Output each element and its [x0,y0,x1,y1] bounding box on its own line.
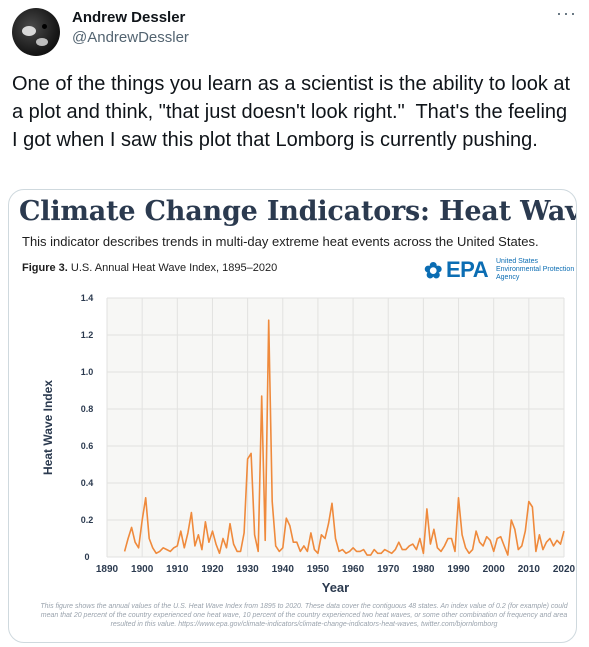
epa-logo: ✿ EPA United States Environmental Protec… [424,256,574,284]
grid-lines [106,297,565,558]
tweet-image[interactable]: Climate Change Indicators: Heat Waves Th… [8,189,577,643]
avatar-dog-muzzle [36,38,48,46]
infographic-title: Climate Change Indicators: Heat Waves [19,196,577,227]
x-tick-labels: 1890 1900 1910 1920 1930 1940 1950 1960 1970 1980… [96,564,576,575]
tweet-text: One of the things you learn as a scienti… [12,73,576,151]
y-tick-label: 0.6 [81,441,94,451]
x-tick-label: 1970 [377,564,400,575]
figure-footnote: This figure shows the annual values of t… [40,603,568,628]
y-tick-label: 1.2 [81,330,94,340]
y-tick-label: 0.8 [81,404,94,414]
y-tick-labels: 0 0.2 0.4 0.6 0.8 1.0 1.2 1.4 [81,293,94,562]
figure-number: Figure 3. [22,262,68,274]
x-tick-label: 1890 [96,564,119,575]
avatar-dog-eye [42,24,47,29]
y-tick-label: 1.4 [81,293,94,303]
x-tick-label: 1900 [131,564,154,575]
y-tick-label: 0.2 [81,515,94,525]
x-tick-label: 1960 [342,564,365,575]
y-tick-label: 0 [84,552,89,562]
avatar[interactable] [12,8,60,56]
x-tick-label: 2020 [553,564,576,575]
y-tick-label: 1.0 [81,367,94,377]
plot-area [107,298,564,557]
y-axis-label: Heat Wave Index [41,380,55,475]
author-handle[interactable]: @AndrewDessler [72,29,189,46]
x-tick-label: 1990 [447,564,470,575]
heat-wave-chart: 00.20.40.60.81.01.21.4 1890 1900 1910 1920 1… [41,293,576,595]
epa-agency-name: United States Environmental Protection A… [496,258,575,281]
infographic-subtitle: This indicator describes trends in multi… [22,234,539,249]
heat-wave-index-line [123,319,565,556]
figure-caption: U.S. Annual Heat Wave Index, 1895–2020 [70,262,278,274]
x-tick-label: 1910 [166,564,189,575]
avatar-dog-fur [22,26,36,36]
epa-flower-icon: ✿ [424,258,443,283]
more-options-icon[interactable]: ··· [556,3,577,23]
x-tick-label: 1920 [201,564,224,575]
epa-wordmark: EPA [446,257,489,282]
figure-label: Figure 3. U.S. Annual Heat Wave Index, 1… [22,262,277,274]
x-tick-label: 2000 [483,564,506,575]
x-tick-label: 1940 [272,564,295,575]
x-tick-label: 1980 [412,564,435,575]
x-axis-label: Year [322,580,349,595]
x-tick-label: 1930 [236,564,259,575]
x-tick-label: 1950 [307,564,330,575]
y-tick-label: 0.4 [81,478,94,488]
author-name[interactable]: Andrew Dessler [72,9,186,26]
x-tick-label: 2010 [518,564,541,575]
